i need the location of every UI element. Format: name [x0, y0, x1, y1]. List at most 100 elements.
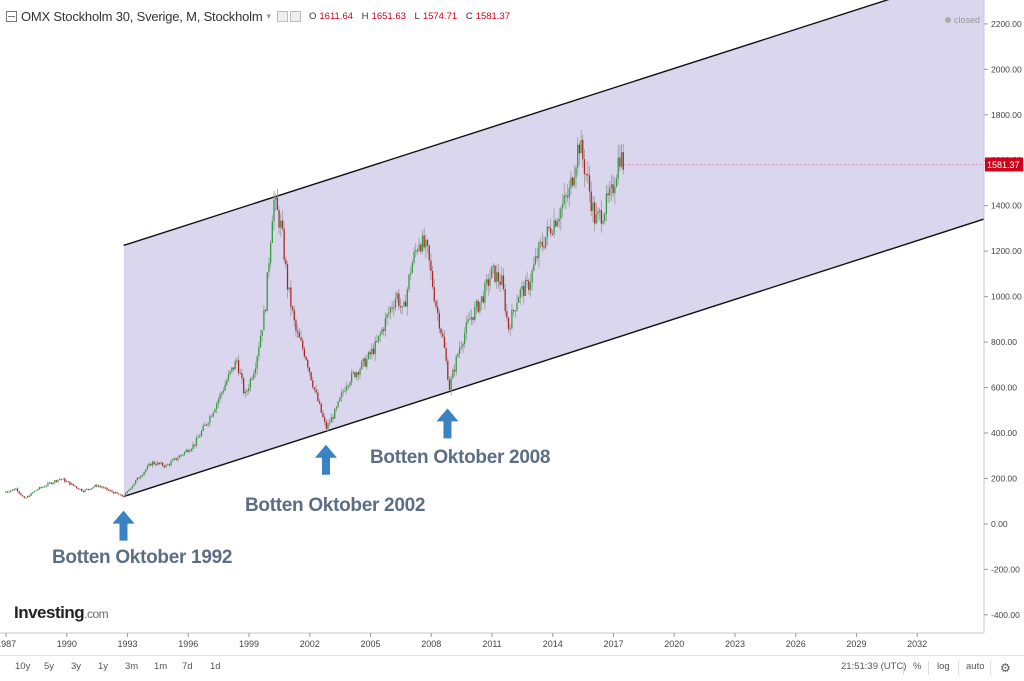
candle-body[interactable]	[210, 416, 213, 418]
candle-body[interactable]	[89, 489, 91, 491]
candle-body[interactable]	[156, 462, 159, 465]
candle-body[interactable]	[227, 374, 230, 381]
candle-body[interactable]	[453, 369, 456, 372]
candle-body[interactable]	[531, 270, 533, 283]
candle-body[interactable]	[442, 333, 444, 337]
candle-body[interactable]	[367, 352, 370, 359]
candle-body[interactable]	[572, 177, 574, 186]
candle-body[interactable]	[291, 307, 294, 310]
candle-body[interactable]	[587, 174, 589, 176]
candle-body[interactable]	[285, 259, 287, 265]
candle-body[interactable]	[448, 379, 451, 390]
candle-body[interactable]	[350, 372, 353, 383]
candle-body[interactable]	[511, 310, 513, 329]
candle-body[interactable]	[541, 241, 543, 247]
auto-toggle[interactable]: auto	[966, 661, 985, 672]
channel-upper-line[interactable]	[123, 0, 984, 247]
candle-body[interactable]	[167, 464, 169, 466]
candle-body[interactable]	[300, 337, 302, 341]
candle-body[interactable]	[558, 218, 560, 222]
candle-body[interactable]	[376, 341, 378, 343]
candle-body[interactable]	[450, 378, 452, 390]
candle-body[interactable]	[528, 280, 530, 291]
candle-body[interactable]	[393, 307, 395, 309]
candle-body[interactable]	[224, 384, 226, 391]
candle-body[interactable]	[543, 246, 545, 248]
candle-body[interactable]	[102, 487, 105, 489]
candle-body[interactable]	[160, 462, 162, 464]
candle-body[interactable]	[590, 191, 592, 211]
candle-body[interactable]	[271, 221, 273, 243]
candle-body[interactable]	[372, 348, 375, 355]
candle-body[interactable]	[170, 461, 172, 466]
log-toggle[interactable]: log	[937, 661, 950, 672]
candle-body[interactable]	[197, 437, 199, 439]
candle-body[interactable]	[15, 488, 17, 490]
candle-body[interactable]	[42, 486, 44, 488]
candle-body[interactable]	[507, 317, 510, 330]
candle-body[interactable]	[263, 310, 265, 331]
candle-body[interactable]	[548, 226, 550, 229]
candle-body[interactable]	[499, 281, 501, 285]
candle-body[interactable]	[538, 242, 540, 258]
candle-body[interactable]	[20, 493, 22, 496]
candle-body[interactable]	[192, 444, 194, 450]
candle-body[interactable]	[94, 484, 96, 487]
candle-body[interactable]	[266, 272, 268, 311]
candle-body[interactable]	[64, 478, 66, 482]
candle-body[interactable]	[469, 319, 471, 321]
candle-body[interactable]	[526, 280, 528, 282]
range-1m-button[interactable]: 1m	[154, 661, 168, 672]
candle-body[interactable]	[475, 300, 478, 307]
candle-body[interactable]	[276, 197, 279, 211]
candle-body[interactable]	[391, 307, 393, 309]
candle-body[interactable]	[177, 458, 179, 460]
candle-body[interactable]	[533, 264, 535, 271]
candle-body[interactable]	[529, 282, 532, 291]
collapse-icon[interactable]	[6, 11, 17, 22]
candle-body[interactable]	[187, 450, 189, 453]
candle-body[interactable]	[566, 196, 569, 198]
candle-body[interactable]	[352, 372, 354, 374]
candle-body[interactable]	[612, 184, 614, 194]
candle-body[interactable]	[275, 197, 277, 200]
candle-body[interactable]	[214, 409, 216, 413]
candle-body[interactable]	[577, 144, 579, 168]
candle-body[interactable]	[75, 486, 78, 489]
candle-body[interactable]	[602, 220, 604, 224]
candle-body[interactable]	[70, 483, 73, 485]
candle-body[interactable]	[470, 317, 473, 320]
candle-body[interactable]	[551, 233, 554, 235]
candle-body[interactable]	[361, 361, 363, 370]
candle-body[interactable]	[398, 293, 400, 307]
candle-body[interactable]	[150, 463, 152, 466]
candle-body[interactable]	[52, 482, 54, 484]
candle-body[interactable]	[425, 239, 427, 248]
channel-lower-line[interactable]	[123, 218, 985, 498]
candle-body[interactable]	[168, 464, 171, 466]
candle-body[interactable]	[6, 491, 9, 493]
candle-body[interactable]	[28, 495, 30, 497]
candle-body[interactable]	[534, 256, 537, 265]
candle-body[interactable]	[386, 314, 388, 319]
candle-body[interactable]	[268, 263, 270, 273]
candle-body[interactable]	[209, 416, 211, 424]
candle-body[interactable]	[512, 310, 515, 312]
candle-body[interactable]	[226, 380, 228, 385]
candle-body[interactable]	[141, 474, 144, 477]
candle-body[interactable]	[11, 489, 14, 491]
candle-body[interactable]	[18, 491, 20, 494]
candle-body[interactable]	[47, 482, 49, 486]
candle-body[interactable]	[114, 492, 117, 494]
percent-toggle[interactable]: %	[913, 661, 922, 672]
candle-body[interactable]	[119, 494, 122, 496]
candle-body[interactable]	[217, 399, 219, 404]
candle-body[interactable]	[388, 312, 390, 315]
candle-body[interactable]	[318, 401, 321, 404]
candle-body[interactable]	[229, 371, 231, 375]
candle-body[interactable]	[546, 226, 548, 238]
candle-body[interactable]	[183, 451, 186, 455]
candle-body[interactable]	[87, 488, 90, 490]
candle-body[interactable]	[553, 220, 555, 235]
chevron-down-icon[interactable]: ▾	[266, 11, 271, 21]
